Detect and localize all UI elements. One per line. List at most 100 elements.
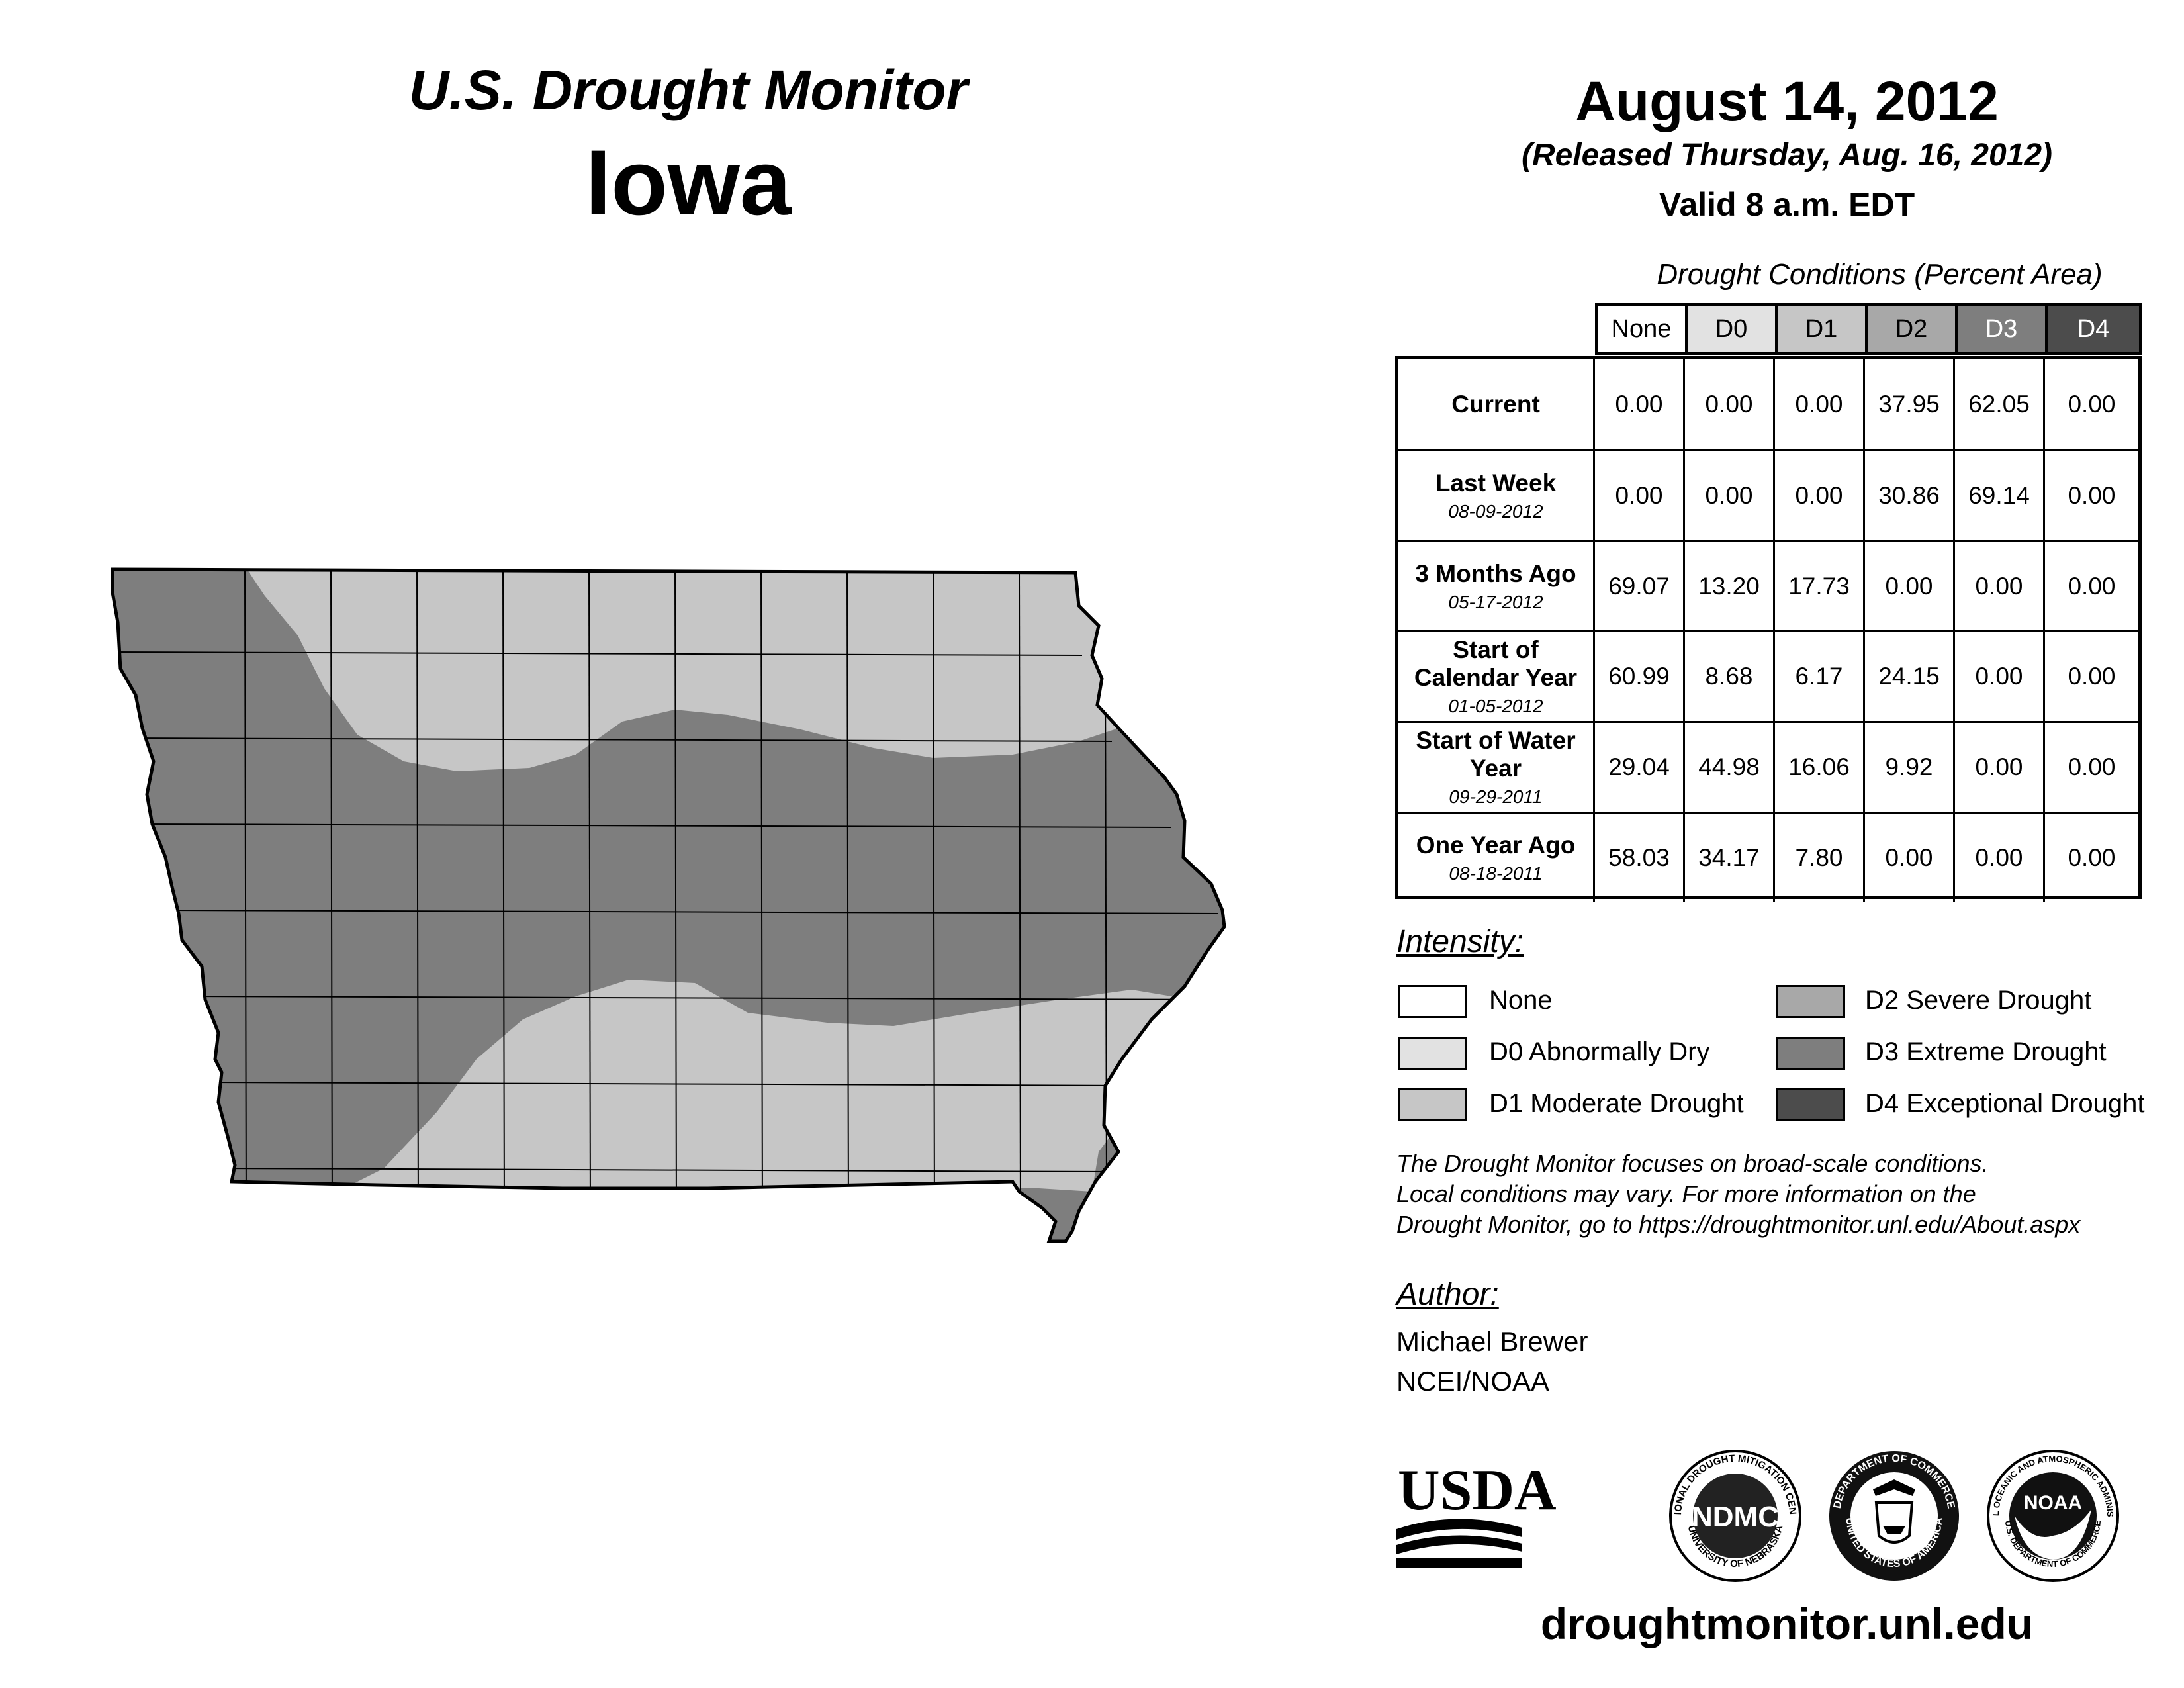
table-row: One Year Ago 08-18-2011 58.03 34.17 7.80 0.00… xyxy=(1398,812,2138,902)
table-row: 3 Months Ago 05-17-2012 69.07 13.20 17.73 0.0… xyxy=(1398,540,2138,630)
table-cell: 0.00 xyxy=(2043,451,2138,540)
table-cell: 8.68 xyxy=(1683,632,1773,721)
table-cell: 60.99 xyxy=(1593,632,1683,721)
legend-label: None xyxy=(1489,986,1553,1015)
legend-swatch xyxy=(1776,985,1845,1018)
author-org: NCEI/NOAA xyxy=(1396,1366,1550,1397)
row-label: 3 Months Ago 05-17-2012 xyxy=(1398,542,1593,630)
iowa-drought-map xyxy=(111,567,1226,1243)
table-cell: 34.17 xyxy=(1683,814,1773,902)
column-header-d3: D3 xyxy=(1955,303,2048,355)
legend-label: D1 Moderate Drought xyxy=(1489,1089,1744,1118)
row-label: Last Week 08-09-2012 xyxy=(1398,451,1593,540)
release-date: (Released Thursday, Aug. 16, 2012) xyxy=(1521,138,2053,173)
table-cell: 0.00 xyxy=(1863,542,1953,630)
legend-swatch xyxy=(1776,1088,1845,1121)
valid-date: August 14, 2012 xyxy=(1575,70,1999,132)
usda-logo: USDA xyxy=(1396,1458,1557,1568)
table-cell: 0.00 xyxy=(2043,359,2138,449)
row-date: 01-05-2012 xyxy=(1448,696,1543,716)
d2-drought-area-south xyxy=(232,927,1224,1241)
usda-logo-text: USDA xyxy=(1398,1458,1557,1523)
legend-swatch xyxy=(1398,1037,1467,1070)
legend-title: Intensity: xyxy=(1396,924,1524,959)
table-cell: 69.07 xyxy=(1593,542,1683,630)
row-label-text: Start of Calendar Year xyxy=(1414,636,1578,691)
row-label: One Year Ago 08-18-2011 xyxy=(1398,814,1593,902)
legend-label: D2 Severe Drought xyxy=(1865,986,2092,1015)
column-header-d2: D2 xyxy=(1865,303,1958,355)
doc-seal-logo: DEPARTMENT OF COMMERCE UNITED STATES OF … xyxy=(1829,1451,1959,1581)
column-header-d4: D4 xyxy=(2045,303,2142,355)
table-cell: 0.00 xyxy=(1683,451,1773,540)
note-line-2: Local conditions may vary. For more info… xyxy=(1396,1180,1976,1207)
row-label-text: 3 Months Ago xyxy=(1415,559,1576,587)
note-line-3: Drought Monitor, go to https://droughtmo… xyxy=(1396,1211,2081,1238)
table-cell: 0.00 xyxy=(1593,359,1683,449)
column-header-none: None xyxy=(1595,303,1688,355)
table-cell: 13.20 xyxy=(1683,542,1773,630)
table-cell: 7.80 xyxy=(1773,814,1863,902)
table-row: Current 0.00 0.00 0.00 37.95 62.05 0.00 xyxy=(1398,359,2138,449)
table-cell: 69.14 xyxy=(1953,451,2043,540)
table-cell: 0.00 xyxy=(1953,723,2043,812)
table-cell: 29.04 xyxy=(1593,723,1683,812)
row-label-text: Last Week xyxy=(1435,469,1557,496)
table-cell: 0.00 xyxy=(1863,814,1953,902)
legend-swatch xyxy=(1398,985,1467,1018)
row-date: 05-17-2012 xyxy=(1448,591,1543,612)
ndmc-logo-text: NDMC xyxy=(1692,1501,1779,1533)
iowa-state-border xyxy=(111,567,1226,1243)
table-cell: 0.00 xyxy=(1773,359,1863,449)
legend-swatch xyxy=(1776,1037,1845,1070)
table-cell: 0.00 xyxy=(1953,814,2043,902)
table-cell: 0.00 xyxy=(1773,451,1863,540)
table-cell: 37.95 xyxy=(1863,359,1953,449)
table-cell: 16.06 xyxy=(1773,723,1863,812)
row-label-text: Start of Water Year xyxy=(1416,727,1576,782)
noaa-logo-text: NOAA xyxy=(2024,1492,2082,1514)
row-date: 08-09-2012 xyxy=(1448,501,1543,522)
website-url[interactable]: droughtmonitor.unl.edu xyxy=(1540,1599,2034,1648)
table-cell: 44.98 xyxy=(1683,723,1773,812)
table-cell: 6.17 xyxy=(1773,632,1863,721)
table-cell: 0.00 xyxy=(1953,542,2043,630)
table-cell: 0.00 xyxy=(1683,359,1773,449)
author-heading: Author: xyxy=(1396,1277,1499,1312)
table-cell: 30.86 xyxy=(1863,451,1953,540)
table-cell: 17.73 xyxy=(1773,542,1863,630)
legend-label: D3 Extreme Drought xyxy=(1865,1037,2107,1066)
table-cell: 58.03 xyxy=(1593,814,1683,902)
row-label: Start of Water Year 09-29-2011 xyxy=(1398,723,1593,812)
drought-conditions-table: Current 0.00 0.00 0.00 37.95 62.05 0.00 Last We… xyxy=(1395,356,2142,902)
eagle-icon xyxy=(1873,1479,1915,1496)
partner-logos: USDA NATIONAL DROUGHT MITIGATION CENTER … xyxy=(1390,1443,2119,1582)
row-date: 09-29-2011 xyxy=(1449,786,1543,807)
table-cell: 62.05 xyxy=(1953,359,2043,449)
table-row: Start of Calendar Year 01-05-2012 60.99 8.6… xyxy=(1398,630,2138,721)
table-row: Start of Water Year 09-29-2011 29.04 44.98 1… xyxy=(1398,721,2138,812)
noaa-bird-icon xyxy=(2015,1509,2091,1560)
table-cell: 9.92 xyxy=(1863,723,1953,812)
table-row: Last Week 08-09-2012 0.00 0.00 0.00 30.86 69.1… xyxy=(1398,449,2138,540)
column-header-d0: D0 xyxy=(1685,303,1778,355)
row-label-text: One Year Ago xyxy=(1416,831,1576,859)
disclaimer-note: The Drought Monitor focuses on broad-sca… xyxy=(1396,1149,2080,1240)
author-name: Michael Brewer xyxy=(1396,1326,1588,1357)
row-date: 08-18-2011 xyxy=(1449,863,1543,884)
table-cell: 0.00 xyxy=(2043,632,2138,721)
table-cell: 0.00 xyxy=(2043,542,2138,630)
shield-icon xyxy=(1874,1501,1914,1544)
valid-time: Valid 8 a.m. EDT xyxy=(1659,186,1915,223)
row-label: Current xyxy=(1398,359,1593,449)
row-label-text: Current xyxy=(1451,391,1540,418)
d2-drought-area-north xyxy=(245,569,1118,771)
county-boundaries xyxy=(113,569,1224,1219)
note-line-1: The Drought Monitor focuses on broad-sca… xyxy=(1396,1150,1989,1177)
state-title: Iowa xyxy=(585,130,792,234)
table-cell: 0.00 xyxy=(1953,632,2043,721)
column-header-d1: D1 xyxy=(1775,303,1868,355)
table-cell: 0.00 xyxy=(1593,451,1683,540)
table-caption: Drought Conditions (Percent Area) xyxy=(1657,258,2103,291)
table-cell: 0.00 xyxy=(2043,723,2138,812)
